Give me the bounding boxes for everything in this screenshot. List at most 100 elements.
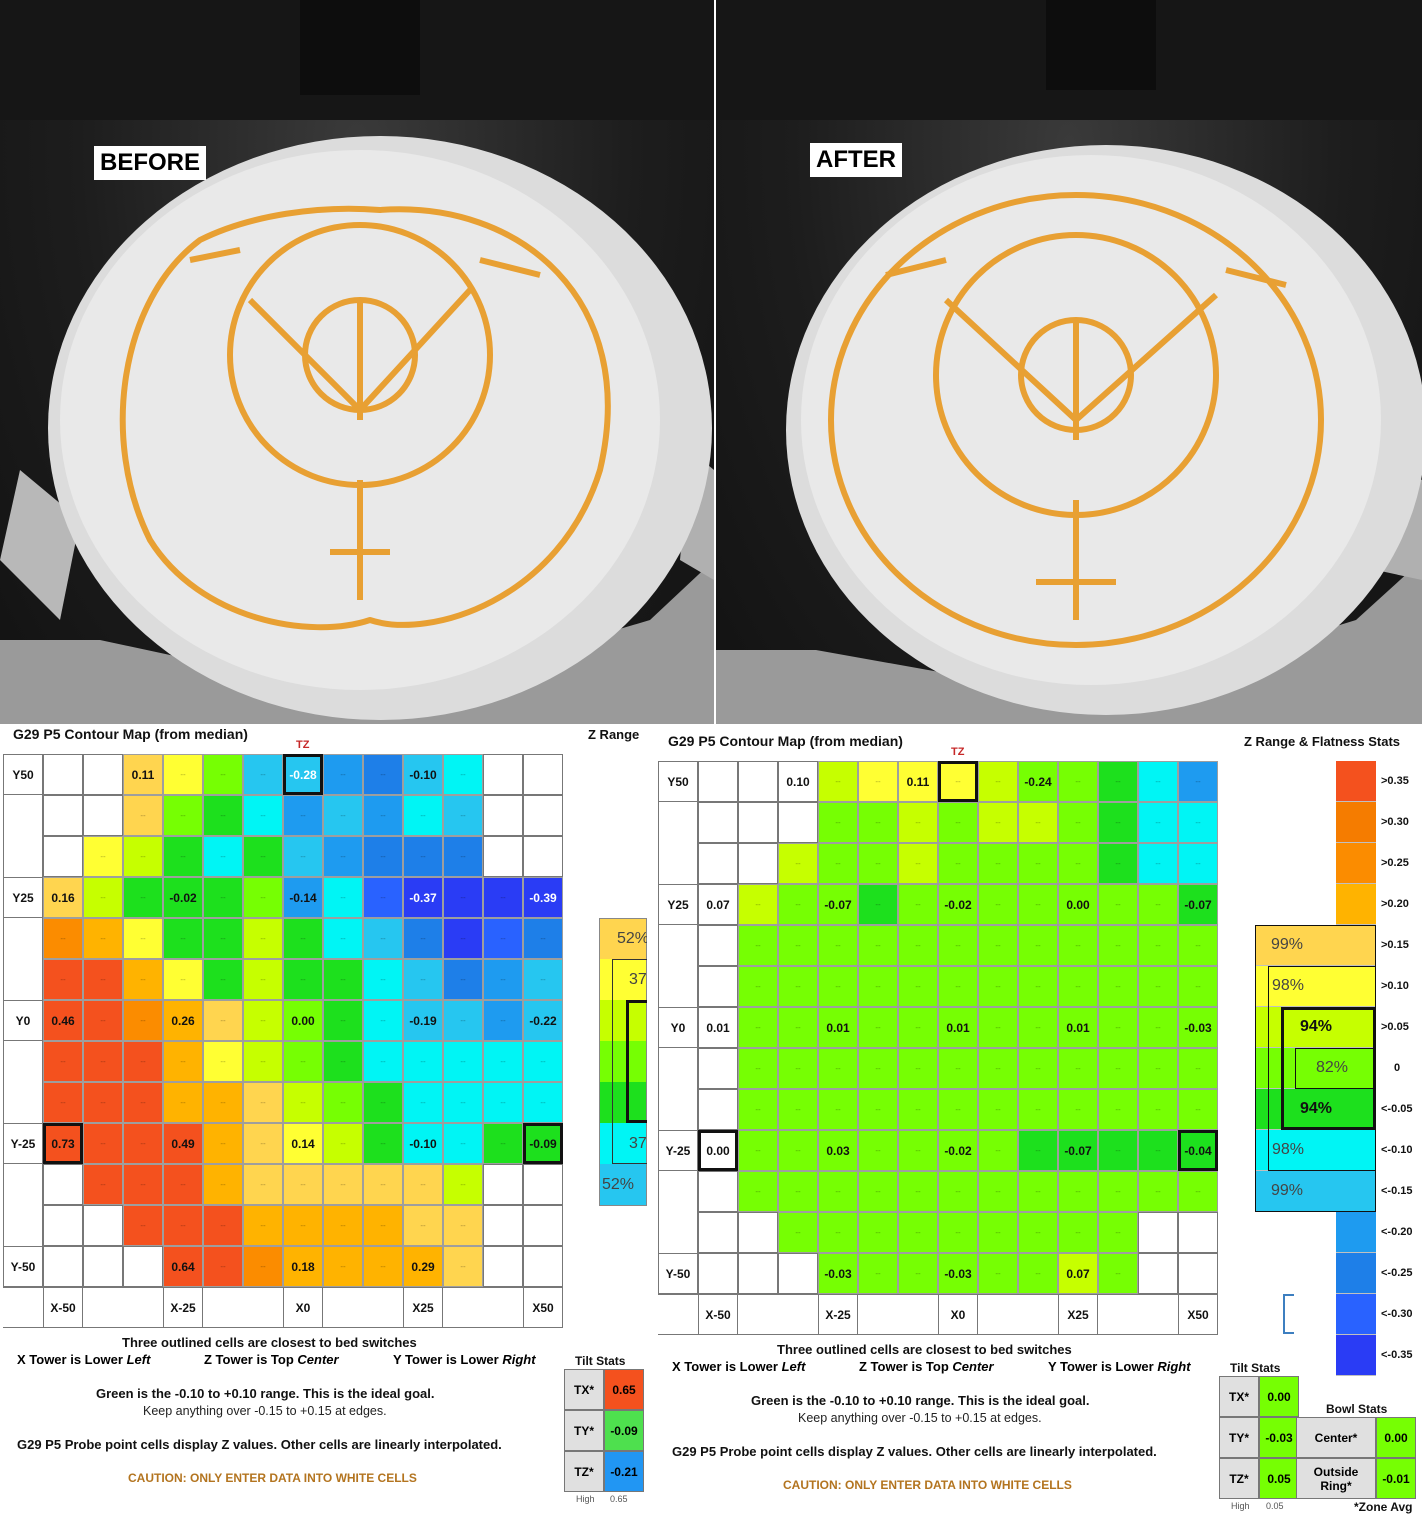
interpolated-cell: -- xyxy=(898,1089,938,1130)
empty-cell[interactable] xyxy=(483,1164,523,1205)
empty-cell[interactable] xyxy=(83,795,123,836)
empty-cell[interactable] xyxy=(43,1164,83,1205)
empty-cell[interactable] xyxy=(523,795,563,836)
empty-cell[interactable] xyxy=(698,966,738,1007)
col-label: X25 xyxy=(403,1287,443,1328)
probe-cell[interactable]: 0.10 xyxy=(778,761,818,802)
interpolated-cell: -- xyxy=(363,1205,403,1246)
probe-cell: -0.07 xyxy=(818,884,858,925)
before-bed-drawing xyxy=(0,0,714,724)
col-label-spacer xyxy=(123,1287,163,1328)
probe-cell: -0.02 xyxy=(163,877,203,918)
empty-cell[interactable] xyxy=(698,1212,738,1253)
interpolated-cell: -- xyxy=(363,795,403,836)
empty-cell[interactable] xyxy=(698,925,738,966)
interpolated-cell: -- xyxy=(203,836,243,877)
empty-cell[interactable] xyxy=(43,836,83,877)
empty-cell[interactable] xyxy=(523,754,563,795)
probe-cell: 0.01 xyxy=(818,1007,858,1048)
interpolated-cell: -- xyxy=(818,1089,858,1130)
empty-cell[interactable] xyxy=(123,1246,163,1287)
empty-cell[interactable] xyxy=(738,761,778,802)
before-zrange-legend: 52% 37 37 52% xyxy=(599,918,647,1206)
tower-cell: -- xyxy=(938,761,978,802)
interpolated-cell: -- xyxy=(978,1130,1018,1171)
empty-cell[interactable] xyxy=(698,1171,738,1212)
interpolated-cell: -- xyxy=(283,1082,323,1123)
probe-cell[interactable]: 0.07 xyxy=(698,884,738,925)
empty-cell[interactable] xyxy=(483,754,523,795)
interpolated-cell: -- xyxy=(443,959,483,1000)
after-z-tower-note: Z Tower is Top Center xyxy=(859,1359,994,1374)
interpolated-cell: -- xyxy=(898,843,938,884)
empty-cell[interactable] xyxy=(523,1246,563,1287)
interpolated-cell: -- xyxy=(1098,1212,1138,1253)
interpolated-cell: -- xyxy=(123,836,163,877)
empty-cell[interactable] xyxy=(523,1164,563,1205)
probe-cell: 0.46 xyxy=(43,1000,83,1041)
interpolated-cell: -- xyxy=(858,1007,898,1048)
probe-cell: 0.11 xyxy=(898,761,938,802)
interpolated-cell: -- xyxy=(123,1205,163,1246)
empty-cell[interactable] xyxy=(698,1048,738,1089)
empty-cell[interactable] xyxy=(778,802,818,843)
interpolated-cell: -- xyxy=(43,1082,83,1123)
empty-cell[interactable] xyxy=(43,1205,83,1246)
empty-cell[interactable] xyxy=(83,754,123,795)
empty-cell[interactable] xyxy=(778,1253,818,1294)
interpolated-cell: -- xyxy=(83,836,123,877)
bowl-value: 0.00 xyxy=(1376,1417,1416,1458)
interpolated-cell: -- xyxy=(443,1205,483,1246)
probe-cell[interactable]: 0.01 xyxy=(698,1007,738,1048)
row-label-spacer xyxy=(658,1048,698,1089)
probe-cell: 0.64 xyxy=(163,1246,203,1287)
interpolated-cell: -- xyxy=(243,1164,283,1205)
flatness-percent: 98% xyxy=(1272,977,1305,994)
flatness-zone xyxy=(1281,1007,1376,1130)
interpolated-cell: -- xyxy=(483,1123,523,1164)
interpolated-cell: -- xyxy=(898,884,938,925)
empty-cell[interactable] xyxy=(43,795,83,836)
legend-label: <-0.05 xyxy=(1381,1103,1413,1115)
interpolated-cell: -- xyxy=(978,1171,1018,1212)
empty-cell[interactable] xyxy=(523,1205,563,1246)
after-edge-note: Keep anything over -0.15 to +0.15 at edg… xyxy=(798,1411,1042,1425)
empty-cell[interactable] xyxy=(483,1246,523,1287)
interpolated-cell: -- xyxy=(1018,884,1058,925)
interpolated-cell: -- xyxy=(898,966,938,1007)
empty-cell[interactable] xyxy=(1138,1212,1178,1253)
empty-cell[interactable] xyxy=(698,802,738,843)
empty-cell[interactable] xyxy=(43,754,83,795)
empty-cell[interactable] xyxy=(738,1253,778,1294)
empty-cell[interactable] xyxy=(698,843,738,884)
empty-cell[interactable] xyxy=(483,795,523,836)
tilt-value: -0.09 xyxy=(604,1410,644,1451)
interpolated-cell: -- xyxy=(778,1007,818,1048)
empty-cell[interactable] xyxy=(83,1246,123,1287)
empty-cell[interactable] xyxy=(483,1205,523,1246)
interpolated-cell: -- xyxy=(1018,1048,1058,1089)
empty-cell[interactable] xyxy=(43,1246,83,1287)
row-label-spacer xyxy=(3,1164,43,1205)
tower-cell[interactable]: 0.00 xyxy=(698,1130,738,1171)
interpolated-cell: -- xyxy=(123,959,163,1000)
legend-label: <-0.35 xyxy=(1381,1349,1413,1361)
empty-cell[interactable] xyxy=(1178,1212,1218,1253)
empty-cell[interactable] xyxy=(83,1205,123,1246)
empty-cell[interactable] xyxy=(738,843,778,884)
legend-label: <-0.20 xyxy=(1381,1226,1413,1238)
empty-cell[interactable] xyxy=(738,1212,778,1253)
empty-cell[interactable] xyxy=(698,1253,738,1294)
empty-cell[interactable] xyxy=(523,836,563,877)
interpolated-cell: -- xyxy=(858,1212,898,1253)
after-high-label: High xyxy=(1231,1501,1250,1511)
interpolated-cell: -- xyxy=(403,795,443,836)
empty-cell[interactable] xyxy=(698,1089,738,1130)
empty-cell[interactable] xyxy=(698,761,738,802)
empty-cell[interactable] xyxy=(1138,1253,1178,1294)
col-label: X25 xyxy=(1058,1294,1098,1335)
empty-cell[interactable] xyxy=(738,802,778,843)
empty-cell[interactable] xyxy=(483,836,523,877)
interpolated-cell: -- xyxy=(1138,761,1178,802)
empty-cell[interactable] xyxy=(1178,1253,1218,1294)
